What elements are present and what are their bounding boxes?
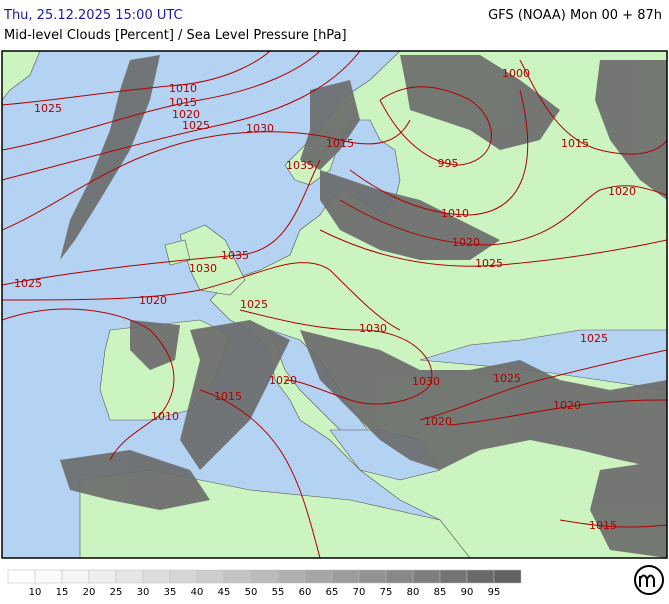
- colorbar-swatch: [250, 569, 279, 584]
- colorbar-swatch: [277, 569, 306, 584]
- map: 1010101510201025102510301035101510009951…: [1, 50, 668, 559]
- datetime: Thu, 25.12.2025 15:00 UTC: [3, 8, 183, 23]
- colorbar-swatch: [142, 569, 171, 584]
- colorbar-swatch: [412, 569, 441, 584]
- isobar-label: 1020: [139, 294, 167, 307]
- model-run: GFS (NOAA) Mon 00 + 87h: [488, 8, 662, 23]
- colorbar-label: 85: [434, 587, 447, 598]
- isobar-label: 995: [438, 157, 459, 170]
- isobar-label: 1025: [182, 119, 210, 132]
- colorbar-swatch: [385, 569, 414, 584]
- colorbar-label: 25: [110, 587, 123, 598]
- isobar-label: 1025: [240, 298, 268, 311]
- logo: [634, 565, 664, 595]
- colorbar-label: 80: [407, 587, 420, 598]
- colorbar-label: 65: [326, 587, 339, 598]
- isobar-label: 1020: [269, 374, 297, 387]
- colorbar-label: 95: [488, 587, 501, 598]
- colorbar-swatch: [196, 569, 225, 584]
- isobar-label: 1025: [14, 277, 42, 290]
- isobar-labels: 1010101510201025102510301035101510009951…: [14, 67, 636, 532]
- mid-level-clouds: [60, 55, 667, 558]
- isobar-label: 1015: [561, 137, 589, 150]
- isobar-label: 1010: [169, 82, 197, 95]
- isobar-label: 1025: [34, 102, 62, 115]
- colorbar-swatch: [169, 569, 198, 584]
- colorbar-swatch: [466, 569, 495, 584]
- isobar-label: 1025: [475, 257, 503, 270]
- colorbar-swatch: [331, 569, 360, 584]
- isobar-label: 1015: [326, 137, 354, 150]
- colorbar-swatch: [88, 569, 117, 584]
- isobar-label: 1030: [359, 322, 387, 335]
- colorbar-label: 55: [272, 587, 285, 598]
- isobar-label: 1010: [151, 410, 179, 423]
- colorbar-swatch: [493, 569, 522, 584]
- colorbar-label: 60: [299, 587, 312, 598]
- isobar-label: 1015: [214, 390, 242, 403]
- isobar-label: 1035: [286, 159, 314, 172]
- map-title: Mid-level Clouds [Percent] / Sea Level P…: [4, 28, 347, 43]
- isobar-label: 1035: [221, 249, 249, 262]
- isobar-label: 1010: [441, 207, 469, 220]
- colorbar-label: 30: [137, 587, 150, 598]
- colorbar-swatch: [439, 569, 468, 584]
- isobar-label: 1025: [493, 372, 521, 385]
- colorbar-label: 20: [83, 587, 96, 598]
- isobar-label: 1020: [452, 236, 480, 249]
- isobar-label: 1015: [169, 96, 197, 109]
- colorbar-swatch: [34, 569, 63, 584]
- colorbar: 10 15 20 25 30 35 40 45 50 55 60 65 70 75 80 85 90 95: [7, 569, 522, 598]
- colorbar-label: 15: [56, 587, 69, 598]
- isobar-label: 1025: [580, 332, 608, 345]
- isobar-label: 1020: [424, 415, 452, 428]
- isobar-label: 1000: [502, 67, 530, 80]
- isobar-label: 1030: [412, 375, 440, 388]
- colorbar-label: 90: [461, 587, 474, 598]
- colorbar-label: 70: [353, 587, 366, 598]
- colorbar-label: 45: [218, 587, 231, 598]
- colorbar-swatch: [115, 569, 144, 584]
- isobar-label: 1020: [172, 108, 200, 121]
- isobars: [2, 51, 667, 558]
- isobar-label: 1020: [553, 399, 581, 412]
- colorbar-swatch: [7, 569, 36, 584]
- colorbar-swatch: [61, 569, 90, 584]
- isobar-label: 1030: [246, 122, 274, 135]
- isobar-label: 1030: [189, 262, 217, 275]
- colorbar-label: 35: [164, 587, 177, 598]
- colorbar-label: 75: [380, 587, 393, 598]
- colorbar-swatch: [304, 569, 333, 584]
- colorbar-label: 50: [245, 587, 258, 598]
- map-frame: [1, 50, 668, 559]
- isobar-label: 1020: [608, 185, 636, 198]
- colorbar-swatch: [223, 569, 252, 584]
- colorbar-label: 10: [29, 587, 42, 598]
- isobar-label: 1015: [589, 519, 617, 532]
- colorbar-swatch: [358, 569, 387, 584]
- colorbar-label: 40: [191, 587, 204, 598]
